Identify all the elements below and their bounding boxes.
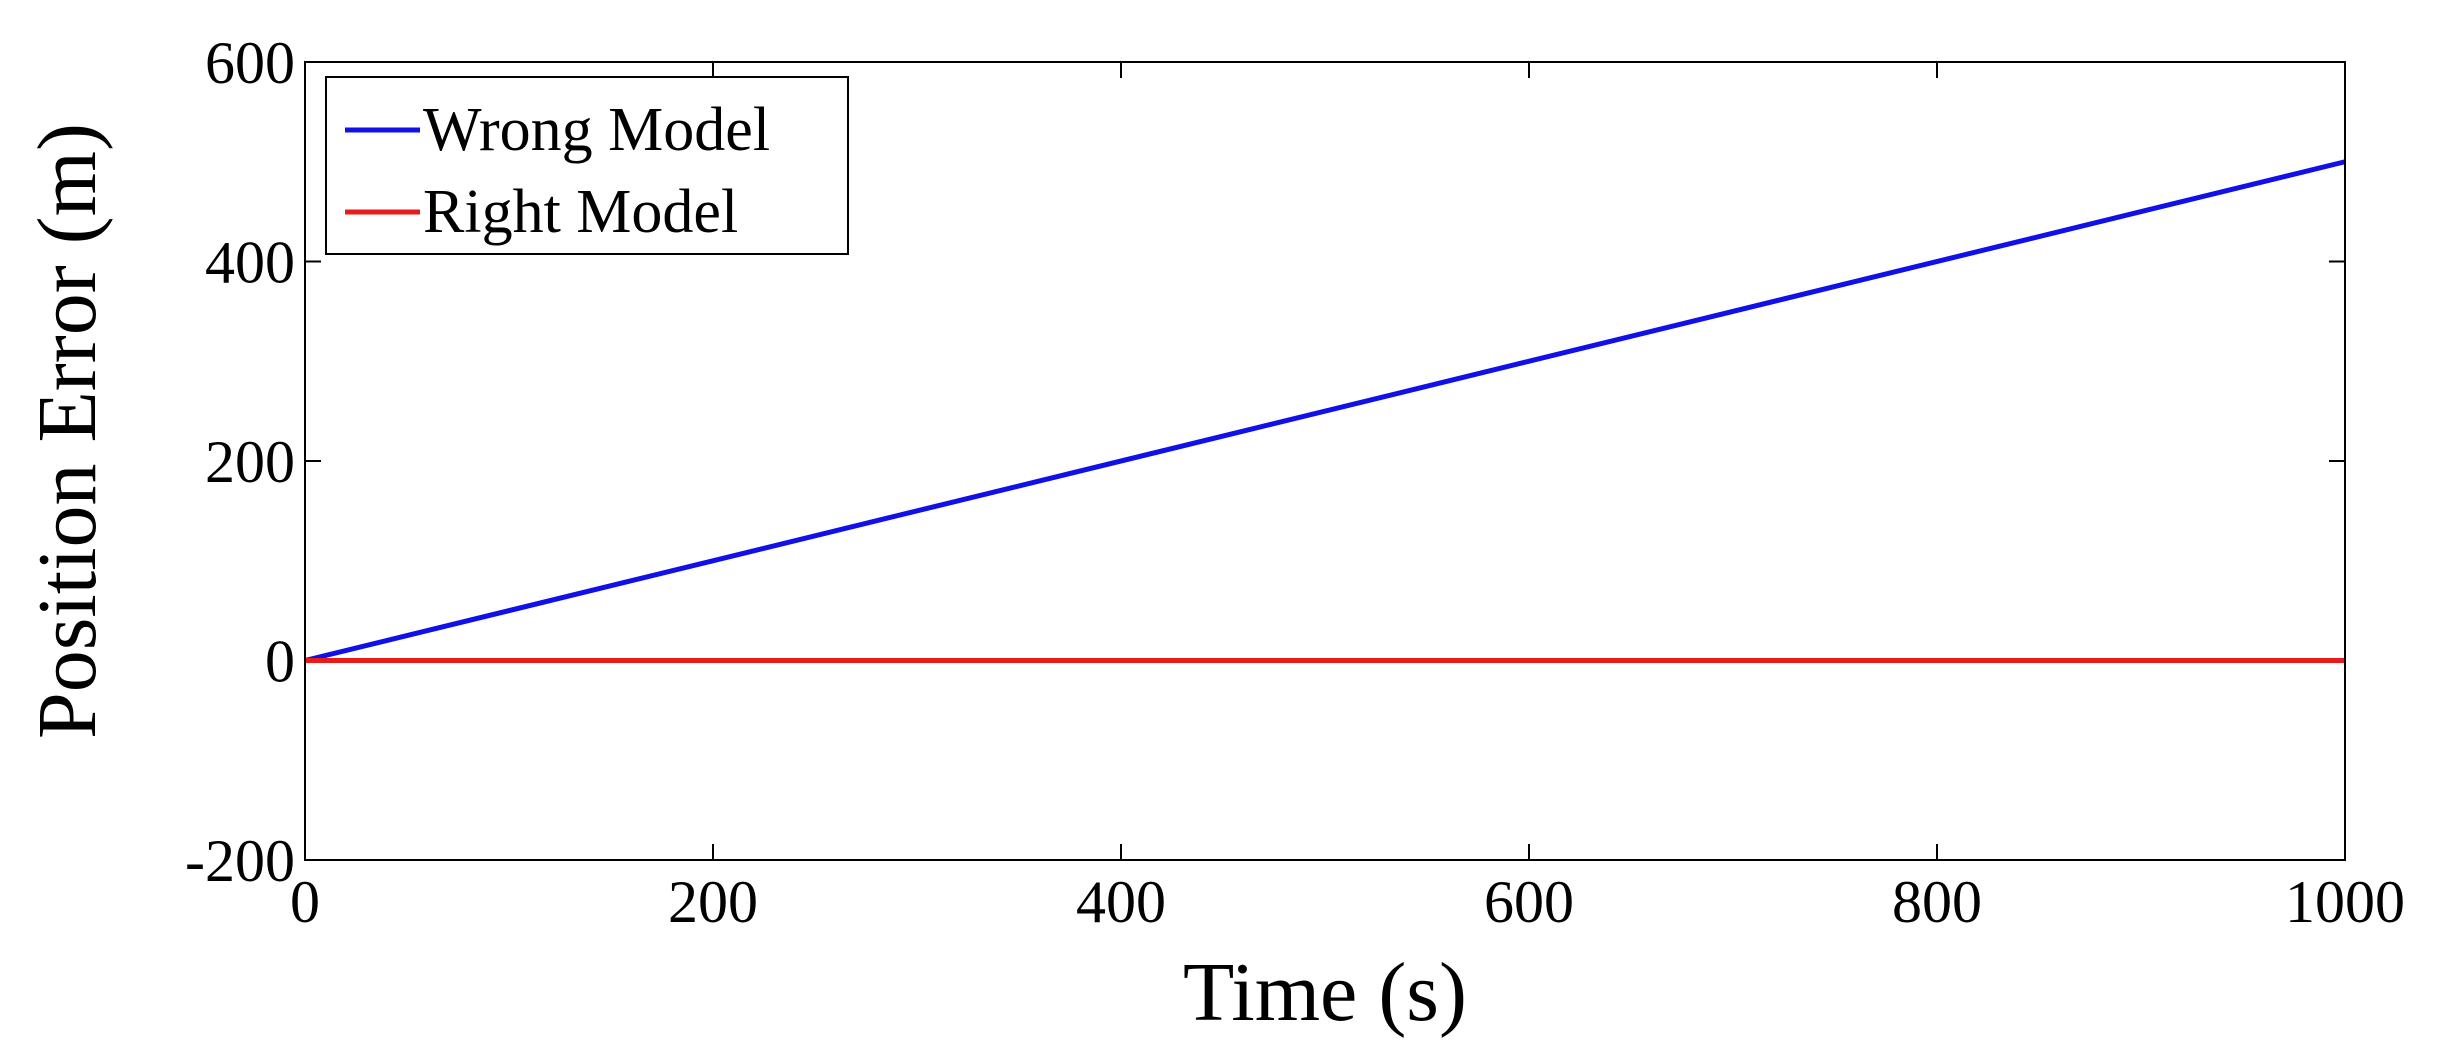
legend-label-right-model: Right Model xyxy=(423,178,738,246)
y-tick-label: 600 xyxy=(205,30,295,96)
x-tick-label: 200 xyxy=(668,869,758,935)
legend-box xyxy=(325,76,849,255)
y-axis-label: Position Error (m) xyxy=(21,123,114,739)
legend-label-wrong-model: Wrong Model xyxy=(423,96,770,164)
x-tick-label: 600 xyxy=(1484,869,1574,935)
x-tick-label: 0 xyxy=(290,869,320,935)
plot-frame xyxy=(304,61,2346,861)
y-tick-label: 0 xyxy=(265,629,295,695)
x-tick-label: 400 xyxy=(1076,869,1166,935)
series-lines xyxy=(304,159,2346,663)
series-line-wrong-model xyxy=(304,159,2346,663)
x-tick-label: 800 xyxy=(1892,869,1982,935)
x-tick-label: 1000 xyxy=(2285,869,2405,935)
y-tick-label: -200 xyxy=(185,828,295,894)
y-tick-label: 400 xyxy=(205,230,295,296)
y-tick-label: 200 xyxy=(205,429,295,495)
x-axis-label: Time (s) xyxy=(1183,946,1467,1039)
legend: Wrong Model Right Model xyxy=(325,76,849,255)
